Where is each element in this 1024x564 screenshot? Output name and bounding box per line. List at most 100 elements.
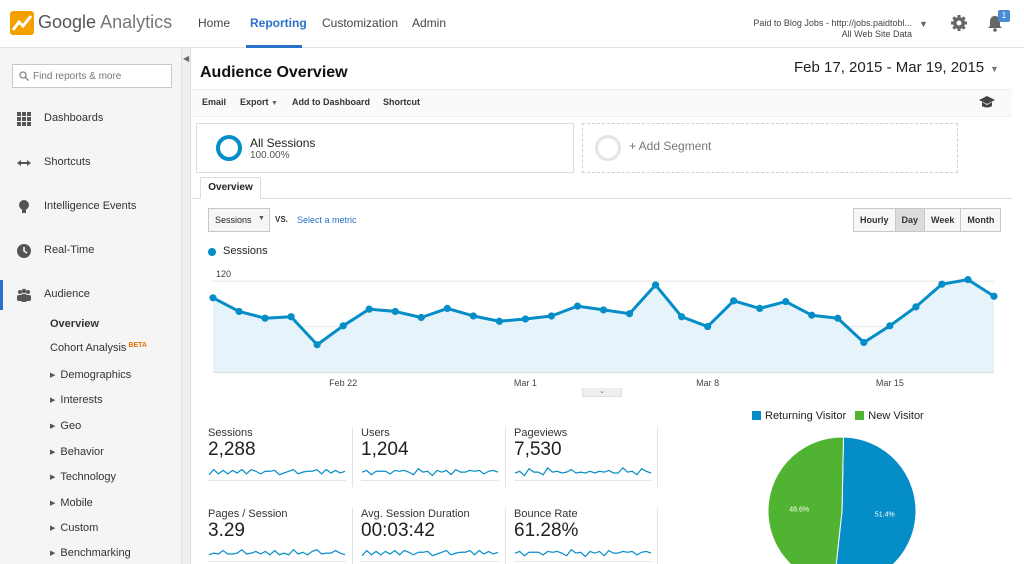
analytics-logo-icon — [10, 11, 34, 35]
shortcut-button[interactable]: Shortcut — [383, 97, 420, 107]
select-metric-link[interactable]: Select a metric — [297, 215, 357, 225]
data-point[interactable] — [521, 315, 529, 323]
sidebar-sub-behavior[interactable]: ▶ Behavior — [50, 446, 104, 458]
data-point[interactable] — [339, 322, 347, 330]
data-point[interactable] — [756, 304, 764, 312]
chevron-down-icon[interactable]: ▼ — [258, 215, 265, 222]
data-point[interactable] — [599, 306, 608, 314]
y-tick-label: 120 — [216, 269, 231, 279]
granularity-day-button[interactable]: Day — [895, 209, 926, 231]
data-point[interactable] — [625, 310, 634, 318]
sparkline — [361, 549, 499, 562]
x-tick-label: Mar 8 — [696, 378, 719, 388]
data-point[interactable] — [547, 312, 556, 320]
pie-slice-new-visitor[interactable] — [767, 436, 844, 564]
add-to-dashboard-button[interactable]: Add to Dashboard — [292, 97, 370, 107]
data-point[interactable] — [730, 297, 738, 305]
sidebar-sub-mobile[interactable]: ▶ Mobile — [50, 497, 93, 509]
granularity-month-button[interactable]: Month — [967, 215, 995, 225]
logo-brand: Google — [38, 12, 97, 32]
data-point[interactable] — [495, 317, 503, 325]
chevron-down-icon[interactable]: ▼ — [919, 19, 928, 29]
search-input[interactable]: Find reports & more — [12, 64, 172, 88]
stat-label: Bounce Rate — [514, 508, 578, 520]
data-point[interactable] — [443, 304, 451, 312]
pie-slice-label: 51.4% — [875, 512, 895, 519]
x-tick-label: Mar 15 — [876, 378, 904, 388]
nav-admin[interactable]: Admin — [412, 16, 447, 30]
account-view: All Web Site Data — [841, 29, 912, 39]
gear-icon[interactable] — [950, 14, 968, 32]
metric-dropdown[interactable]: Sessions — [208, 208, 270, 232]
sidebar-item-shortcuts[interactable]: Shortcuts — [0, 151, 182, 175]
data-point[interactable] — [808, 311, 816, 319]
sidebar-sub-geo[interactable]: ▶ Geo — [50, 420, 81, 432]
sidebar-item-label: Audience — [44, 288, 90, 300]
chart-resize-handle[interactable]: ⌄ — [582, 388, 622, 397]
tab-overview[interactable]: Overview — [200, 177, 261, 199]
granularity-week-button[interactable]: Week — [925, 209, 962, 231]
stat-value: 3.29 — [208, 520, 245, 541]
sidebar-item-dashboards[interactable]: Dashboards — [0, 107, 182, 131]
expand-triangle-icon: ▶ — [50, 525, 56, 533]
data-point[interactable] — [391, 307, 399, 316]
sparkline-trend — [514, 466, 652, 477]
add-segment-button[interactable]: + Add Segment — [582, 123, 958, 173]
data-point[interactable] — [261, 314, 269, 322]
segment-all-sessions[interactable]: All Sessions 100.00% — [196, 123, 574, 173]
sidebar-sub-cohort-analysis[interactable]: Cohort Analysis BETA — [50, 342, 147, 354]
add-segment-label: + Add Segment — [629, 139, 712, 153]
sidebar-sub-label: Technology — [60, 471, 117, 483]
data-point[interactable] — [209, 294, 217, 302]
graduation-cap-icon[interactable] — [978, 95, 996, 109]
search-placeholder: Find reports & more — [33, 71, 122, 82]
data-point[interactable] — [912, 303, 920, 311]
data-point[interactable] — [938, 280, 946, 288]
stat-label: Pages / Session — [208, 508, 288, 520]
sidebar-item-intelligence-events[interactable]: Intelligence Events — [0, 195, 182, 219]
sidebar-item-label: Dashboards — [44, 112, 104, 124]
data-point[interactable] — [573, 302, 582, 310]
google-analytics-logo[interactable]: Google Analytics — [10, 10, 173, 38]
data-point[interactable] — [990, 292, 998, 300]
date-range-picker[interactable]: Feb 17, 2015 - Mar 19, 2015 — [794, 59, 985, 76]
visitor-type-pie-chart[interactable]: 51.4% 48.6% — [767, 436, 917, 564]
sidebar-collapse-handle[interactable]: ◀ — [182, 48, 191, 564]
data-point[interactable] — [417, 313, 425, 322]
x-tick-label: Feb 22 — [329, 378, 357, 388]
pie-slice-returning-visitor[interactable] — [834, 436, 917, 564]
data-point[interactable] — [678, 313, 686, 321]
data-point[interactable] — [287, 313, 295, 321]
sidebar-sub-overview[interactable]: Overview — [50, 318, 99, 330]
sidebar-sub-technology[interactable]: ▶ Technology — [50, 471, 116, 483]
sidebar-sub-demographics[interactable]: ▶ Demographics — [50, 369, 131, 381]
data-point[interactable] — [651, 281, 660, 289]
email-button[interactable]: Email — [202, 97, 227, 107]
nav-home[interactable]: Home — [198, 16, 231, 30]
nav-customization[interactable]: Customization — [322, 16, 399, 30]
data-point[interactable] — [782, 297, 790, 306]
data-point[interactable] — [365, 305, 373, 313]
sidebar-sub-interests[interactable]: ▶ Interests — [50, 394, 103, 406]
sidebar-item-real-time[interactable]: Real-Time — [0, 239, 182, 263]
segment-percent: 100.00% — [250, 150, 290, 161]
stat-value: 1,204 — [361, 439, 409, 460]
data-point[interactable] — [834, 314, 842, 322]
nav-reporting[interactable]: Reporting — [250, 16, 307, 30]
sidebar-sub-custom[interactable]: ▶ Custom — [50, 522, 98, 534]
chevron-down-icon[interactable]: ▼ — [990, 64, 999, 74]
data-point[interactable] — [704, 322, 712, 331]
data-point[interactable] — [469, 312, 477, 320]
data-point[interactable] — [964, 276, 972, 284]
logo-product: Analytics — [100, 12, 173, 32]
data-point[interactable] — [886, 322, 894, 330]
data-point[interactable] — [235, 307, 243, 316]
granularity-hourly-button[interactable]: Hourly — [854, 209, 896, 231]
export-button[interactable]: Export ▼ — [240, 97, 278, 107]
account-selector[interactable]: Paid to Blog Jobs - http://jobs.paidtobl… — [753, 18, 912, 40]
sidebar-sub-benchmarking[interactable]: ▶ Benchmarking — [50, 547, 131, 559]
data-point[interactable] — [860, 338, 868, 347]
data-point[interactable] — [313, 341, 321, 349]
sidebar-item-audience[interactable]: Audience — [0, 283, 182, 307]
